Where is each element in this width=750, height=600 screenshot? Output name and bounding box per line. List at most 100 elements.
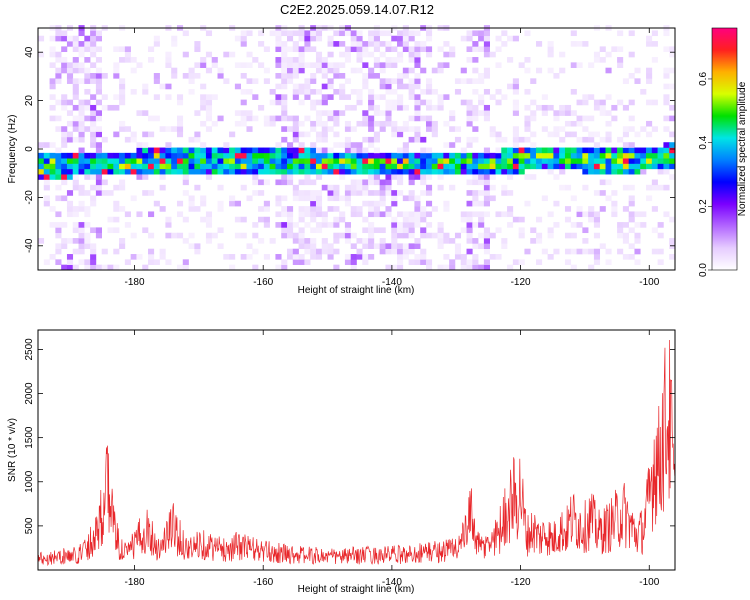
spectrogram-cell bbox=[200, 120, 207, 127]
spectrogram-cell bbox=[339, 88, 346, 95]
spectrogram-cell bbox=[142, 88, 149, 95]
spectrogram-cell bbox=[107, 158, 114, 164]
spectrogram-cell bbox=[414, 158, 421, 164]
spectrogram-cell bbox=[669, 51, 676, 58]
spectrogram-cell bbox=[194, 110, 201, 116]
spectrogram-cell bbox=[292, 184, 299, 191]
spectrogram-cell bbox=[669, 142, 676, 148]
spectrogram-cell bbox=[495, 254, 502, 260]
spectrogram-cell bbox=[622, 142, 629, 148]
spectrogram-cell bbox=[333, 222, 340, 228]
spectrogram-cell bbox=[281, 41, 288, 47]
spectrogram-cell bbox=[530, 158, 537, 164]
spectrogram-cell bbox=[518, 216, 525, 223]
spectrogram-cell bbox=[402, 142, 409, 148]
spectrogram-cell bbox=[258, 104, 265, 111]
spectrogram-cell bbox=[628, 184, 635, 191]
spectrogram-cell bbox=[466, 99, 473, 106]
spectrogram-cell bbox=[90, 41, 97, 47]
spectrogram-cell bbox=[460, 152, 467, 159]
spectrogram-cell bbox=[437, 264, 444, 271]
spectrogram-cell bbox=[78, 147, 85, 154]
spectrogram-cell bbox=[628, 142, 635, 148]
spectrogram-cell bbox=[524, 104, 531, 111]
spectrogram-cell bbox=[466, 110, 473, 116]
spectrogram-cell bbox=[350, 88, 357, 95]
spectrogram-cell bbox=[275, 264, 282, 271]
spectrogram-cell bbox=[518, 259, 525, 265]
spectrogram-cell bbox=[576, 120, 583, 127]
x-tick-label: -180 bbox=[125, 577, 145, 588]
spectrogram-cell bbox=[72, 120, 79, 127]
spectrogram-cell bbox=[547, 46, 554, 53]
spectrogram-cell bbox=[622, 158, 629, 164]
spectrogram-cell bbox=[72, 152, 79, 159]
spectrogram-cell bbox=[252, 190, 259, 196]
spectrogram-cell bbox=[66, 67, 74, 74]
spectrogram-cell bbox=[391, 99, 398, 106]
spectrogram-cell bbox=[339, 110, 346, 116]
spectrogram-cell bbox=[397, 243, 404, 250]
spectrogram-cell bbox=[640, 163, 647, 170]
spectrogram-cell bbox=[507, 264, 514, 271]
spectrogram-cell bbox=[397, 73, 404, 79]
spectrogram-cell bbox=[356, 184, 363, 191]
spectrogram-cell bbox=[385, 184, 392, 191]
spectrogram-cell bbox=[570, 158, 577, 164]
spectrogram-cell bbox=[153, 115, 160, 122]
spectrogram-cell bbox=[327, 41, 334, 47]
spectrogram-cell bbox=[425, 126, 433, 132]
spectrogram-cell bbox=[130, 168, 137, 175]
spectrogram-cell bbox=[333, 264, 340, 271]
spectrogram-cell bbox=[617, 30, 624, 37]
spectrogram-cell bbox=[61, 30, 68, 37]
spectrogram-cell bbox=[113, 67, 120, 74]
spectrogram-cell bbox=[425, 88, 433, 95]
spectrogram-cell bbox=[298, 158, 305, 164]
colorbar-tick-label: 0.2 bbox=[698, 199, 709, 213]
spectrogram-y-axis-title: Frequency (Hz) bbox=[7, 115, 18, 184]
spectrogram-cell bbox=[90, 30, 97, 37]
spectrogram-cell bbox=[339, 142, 346, 148]
spectrogram-cell bbox=[246, 254, 253, 260]
spectrogram-cell bbox=[449, 158, 456, 164]
spectrogram-cell bbox=[66, 35, 74, 42]
spectrogram-cell bbox=[356, 238, 363, 244]
spectrogram-cell bbox=[588, 158, 595, 164]
spectrogram-cell bbox=[530, 99, 537, 106]
spectrogram-cell bbox=[281, 110, 288, 116]
spectrogram-cell bbox=[292, 120, 299, 127]
spectrogram-cell bbox=[211, 147, 218, 154]
spectrogram-cell bbox=[153, 163, 160, 170]
spectrogram-cell bbox=[368, 99, 375, 106]
spectrogram-cell bbox=[55, 115, 62, 122]
spectrogram-cell bbox=[95, 115, 102, 122]
spectrogram-cell bbox=[182, 147, 189, 154]
spectrogram-cell bbox=[159, 163, 166, 170]
spectrogram-cell bbox=[582, 126, 589, 132]
spectrogram-cell bbox=[333, 142, 340, 148]
spectrogram-cell bbox=[95, 30, 102, 37]
spectrogram-cell bbox=[275, 83, 282, 90]
spectrogram-cell bbox=[327, 195, 334, 202]
spectrogram-cell bbox=[61, 46, 68, 53]
spectrogram-cell bbox=[564, 206, 572, 212]
spectrogram-cell bbox=[66, 200, 74, 207]
spectrogram-cell bbox=[258, 179, 265, 186]
spectrogram-cell bbox=[611, 152, 618, 159]
spectrogram-cell bbox=[437, 94, 444, 100]
spectrogram-cell bbox=[171, 67, 178, 74]
spectrogram-cell bbox=[541, 195, 548, 202]
spectrogram-cell bbox=[391, 126, 398, 132]
spectrogram-cell bbox=[576, 158, 583, 164]
spectrogram-cell bbox=[246, 243, 253, 250]
spectrogram-cell bbox=[385, 190, 392, 196]
spectrogram-cell bbox=[95, 73, 102, 79]
spectrogram-cell bbox=[281, 232, 288, 239]
spectrogram-cell bbox=[478, 94, 485, 100]
spectrogram-cell bbox=[576, 136, 583, 143]
spectrogram-cell bbox=[281, 83, 288, 90]
spectrogram-cell bbox=[333, 163, 340, 170]
spectrogram-cell bbox=[397, 190, 404, 196]
spectrogram-cell bbox=[200, 168, 207, 175]
